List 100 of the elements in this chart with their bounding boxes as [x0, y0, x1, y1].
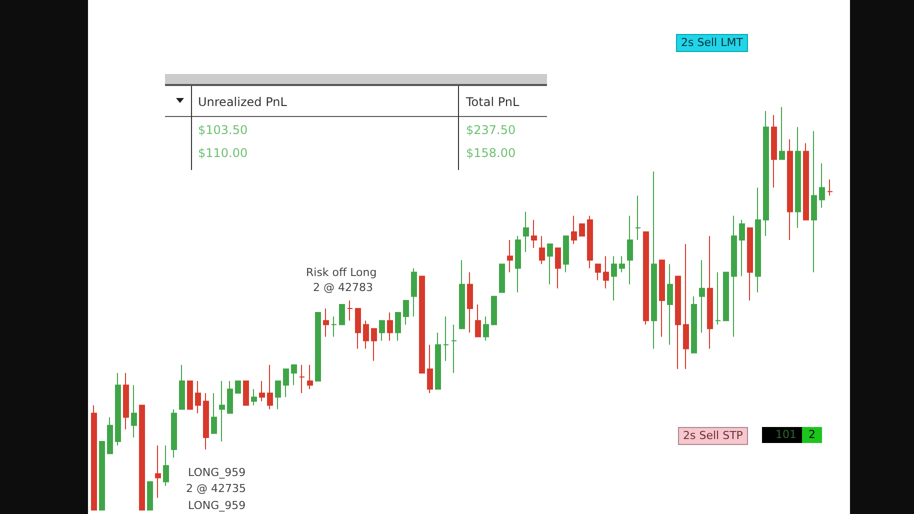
candlestick [691, 296, 697, 354]
candlestick [211, 392, 217, 434]
candlestick [507, 239, 513, 273]
candlestick [411, 268, 417, 318]
candlestick [131, 384, 137, 438]
candlestick [555, 248, 561, 289]
candlestick [515, 235, 521, 293]
candlestick [635, 195, 641, 240]
annotation: Risk off Long [306, 265, 377, 281]
candlestick [435, 332, 441, 390]
candlestick [619, 256, 625, 273]
candlestick [355, 308, 361, 350]
annotation: $103.50 [198, 122, 248, 138]
annotation: 2s Sell STP [678, 427, 748, 445]
candlestick [387, 312, 393, 342]
candlestick [571, 215, 577, 245]
candlestick [243, 380, 249, 406]
annotation: Unrealized PnL [198, 94, 287, 110]
annotation: LONG_959 [188, 498, 246, 514]
candlestick [347, 300, 353, 322]
candlestick [451, 324, 457, 374]
annotation: 2 @ 42735 [186, 481, 246, 497]
candlestick [331, 316, 337, 338]
candlestick [155, 445, 161, 498]
candlestick [187, 380, 193, 410]
candlestick [235, 380, 241, 394]
candlestick [787, 138, 793, 240]
candlestick [115, 372, 121, 446]
annotation: $158.00 [466, 145, 516, 161]
candlestick [91, 404, 97, 510]
candlestick [179, 364, 185, 410]
candlestick [363, 320, 369, 350]
candlestick [371, 328, 377, 362]
candlestick [763, 110, 769, 236]
annotation: $110.00 [198, 145, 248, 161]
candlestick [827, 179, 833, 196]
candlestick [707, 235, 713, 350]
candlestick [267, 364, 273, 410]
candlestick [171, 408, 177, 458]
annotation: LONG_959 [188, 465, 246, 481]
candlestick [795, 126, 801, 228]
candlestick [547, 244, 553, 285]
candlestick [299, 364, 305, 394]
candlestick [99, 440, 105, 510]
annotation: 2 @ 42783 [313, 280, 373, 296]
candlestick [739, 219, 745, 277]
candlestick [651, 170, 657, 350]
candlestick [675, 276, 681, 370]
candlestick [307, 364, 313, 390]
candlestick [139, 404, 145, 510]
candlestick [403, 300, 409, 326]
candlestick [587, 215, 593, 269]
candlestick [611, 256, 617, 301]
candlestick [107, 416, 113, 454]
candlestick [699, 260, 705, 334]
candlestick [491, 296, 497, 326]
candlestick [539, 235, 545, 265]
candlestick [483, 316, 489, 342]
candlestick [339, 304, 345, 326]
candlestick [467, 272, 473, 334]
candlestick [283, 368, 289, 398]
candlestick [723, 272, 729, 322]
annotation: 101 [762, 427, 810, 443]
candlestick [227, 380, 233, 414]
candlestick [203, 392, 209, 450]
candlestick [531, 219, 537, 249]
candlestick [475, 304, 481, 338]
candlestick [163, 445, 169, 486]
candlestick [683, 244, 689, 370]
candlestick [443, 316, 449, 362]
candlestick [803, 142, 809, 220]
candlestick [323, 308, 329, 338]
candlestick [291, 364, 297, 386]
candlestick [603, 256, 609, 289]
candlestick [819, 162, 825, 208]
candlestick [219, 380, 225, 442]
candlestick [667, 264, 673, 346]
candlestick [275, 380, 281, 410]
annotation: Total PnL [466, 94, 520, 110]
candlestick [595, 264, 601, 281]
candlestick [251, 388, 257, 406]
candlestick [779, 106, 785, 160]
candlestick [259, 380, 265, 402]
candlestick [643, 231, 649, 326]
candlestick [523, 211, 529, 253]
candlestick [315, 312, 321, 382]
candlestick [755, 187, 761, 293]
candlestick [715, 272, 721, 326]
annotation: $237.50 [466, 122, 516, 138]
candlestick [395, 312, 401, 342]
text: 2s Sell LMT [676, 34, 748, 52]
candlestick [459, 260, 465, 330]
candlestick [123, 372, 129, 430]
candlestick [195, 380, 201, 414]
candlestick [563, 235, 569, 273]
candlestick [499, 264, 505, 293]
candlestick [771, 114, 777, 188]
candlestick [427, 344, 433, 394]
candlestick [731, 215, 737, 338]
candlestick [747, 227, 753, 301]
